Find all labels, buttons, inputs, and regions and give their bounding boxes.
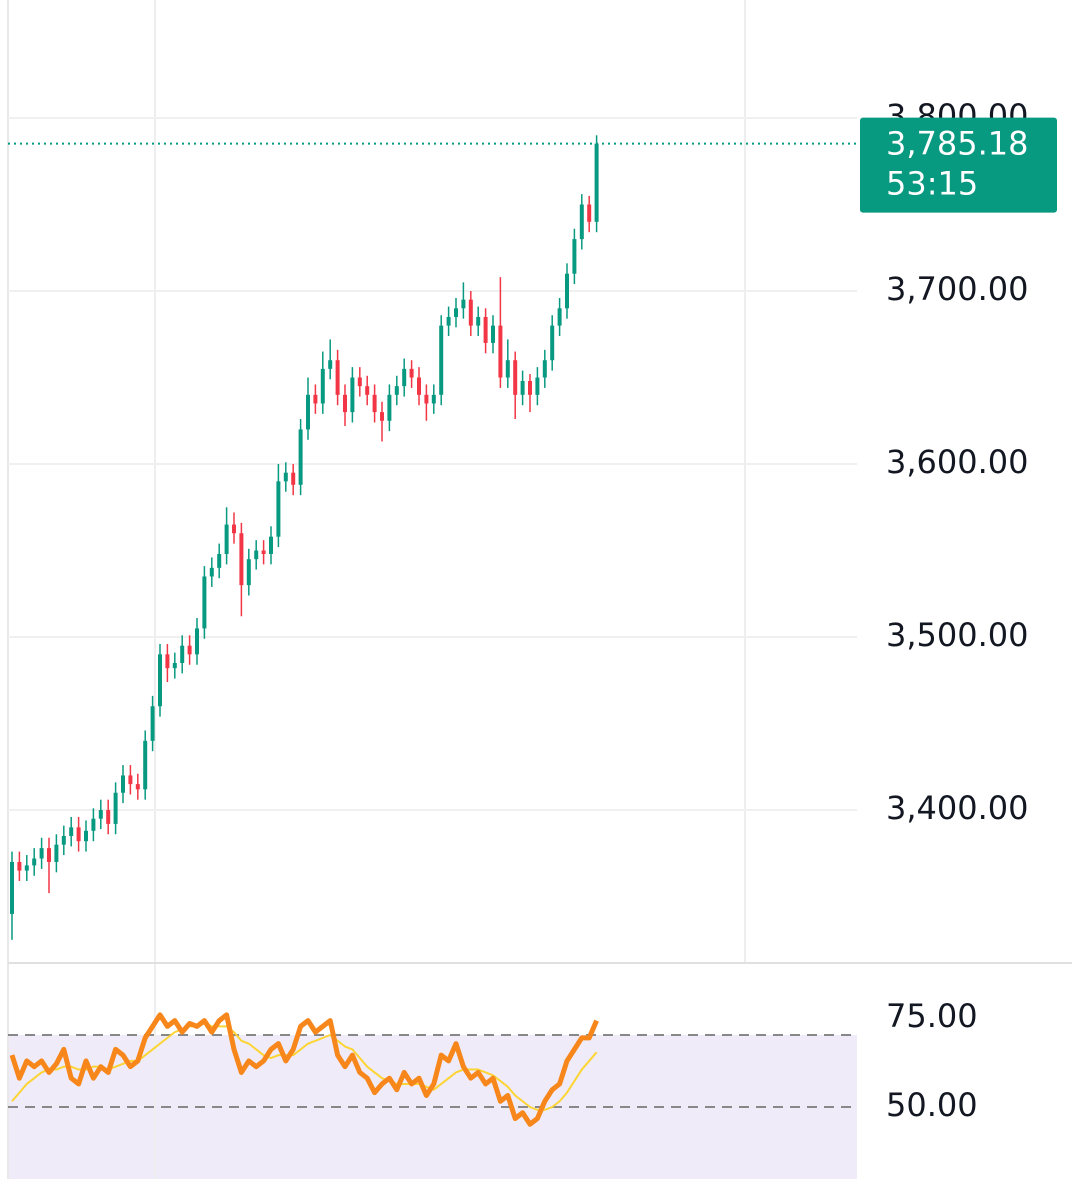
candle-body	[498, 325, 503, 378]
candle-body	[431, 394, 436, 404]
price-tag	[860, 117, 1057, 213]
candle-body	[483, 316, 488, 343]
candle-body	[246, 559, 251, 586]
candle-body	[313, 394, 318, 404]
candle-body	[550, 325, 555, 361]
candle-body	[261, 550, 266, 554]
candle-body	[76, 827, 81, 842]
candle-body	[343, 394, 347, 413]
candle-body	[394, 386, 399, 395]
y-tick-label: 3,600.00	[886, 443, 1029, 481]
price-tag-countdown: 53:15	[886, 165, 978, 203]
candle-body	[594, 143, 599, 222]
candle-body	[579, 204, 584, 240]
candle-body	[269, 536, 273, 554]
candle-body	[158, 654, 162, 707]
candle-body	[365, 386, 370, 395]
candle-body	[165, 654, 170, 669]
candle-body	[98, 810, 103, 819]
candle-body	[283, 472, 288, 482]
candle-body	[91, 818, 96, 831]
candle-body	[320, 368, 325, 404]
candle-body	[239, 533, 244, 586]
candle-body	[291, 472, 296, 485]
candle-body	[572, 239, 577, 274]
candle-body	[380, 412, 384, 421]
y-tick-label: 3,400.00	[886, 789, 1029, 827]
candle-body	[505, 360, 510, 378]
candle-body	[357, 377, 362, 387]
candle-body	[150, 706, 155, 741]
candle-body	[224, 524, 229, 554]
candle-body	[409, 368, 414, 378]
candle-body	[542, 360, 547, 378]
candle-body	[135, 784, 140, 790]
candle-body	[306, 394, 310, 430]
candle-body	[402, 368, 407, 387]
candle-body	[468, 299, 473, 326]
candle-body	[335, 360, 340, 395]
candle-body	[372, 394, 377, 413]
candle-body	[209, 567, 214, 577]
candle-body	[387, 394, 392, 421]
candle-body	[113, 792, 118, 824]
candle-body	[202, 576, 207, 629]
candle-body	[254, 550, 259, 560]
candle-body	[232, 524, 236, 534]
candle-body	[276, 481, 281, 537]
candle-body	[557, 308, 562, 326]
candle-body	[446, 316, 451, 326]
rsi-line	[9, 1012, 599, 1127]
candle-body	[39, 848, 44, 859]
candle-body	[69, 827, 74, 837]
candle-body	[491, 325, 495, 343]
candle-body	[439, 325, 444, 395]
candle-body	[328, 360, 333, 369]
candle-body	[461, 299, 466, 309]
candle-body	[32, 858, 37, 866]
candle-body	[520, 380, 525, 395]
candle-body	[565, 273, 569, 309]
candle-body	[121, 775, 125, 793]
candle-body	[424, 394, 429, 404]
candle-body	[47, 848, 51, 862]
candle-body	[10, 861, 14, 914]
price-tag-value: 3,785.18	[886, 125, 1029, 163]
candle-body	[298, 429, 303, 485]
candle-body	[172, 662, 177, 669]
candle-body	[17, 861, 22, 871]
candle-body	[195, 628, 199, 655]
candle-body	[454, 308, 458, 317]
candle-body	[84, 830, 88, 842]
candle-body	[217, 553, 222, 568]
candle-body	[24, 865, 29, 871]
candle-body	[528, 380, 532, 395]
candle-body	[187, 645, 192, 655]
candle-body	[128, 775, 133, 785]
candle-body	[417, 377, 421, 395]
candle-body	[54, 844, 59, 862]
candle-body	[180, 645, 185, 663]
y-tick-label: 3,500.00	[886, 616, 1029, 654]
candle-body	[587, 204, 592, 222]
candle-body	[61, 836, 66, 845]
candle-body	[535, 377, 540, 395]
candle-body	[476, 316, 481, 326]
candle-body	[143, 740, 148, 790]
candle-body	[513, 360, 518, 395]
y-tick-label: 75.00	[886, 997, 978, 1035]
y-tick-label: 50.00	[886, 1086, 978, 1124]
candle-body	[350, 377, 355, 413]
y-tick-label: 3,700.00	[886, 270, 1029, 308]
candle-body	[106, 810, 111, 824]
